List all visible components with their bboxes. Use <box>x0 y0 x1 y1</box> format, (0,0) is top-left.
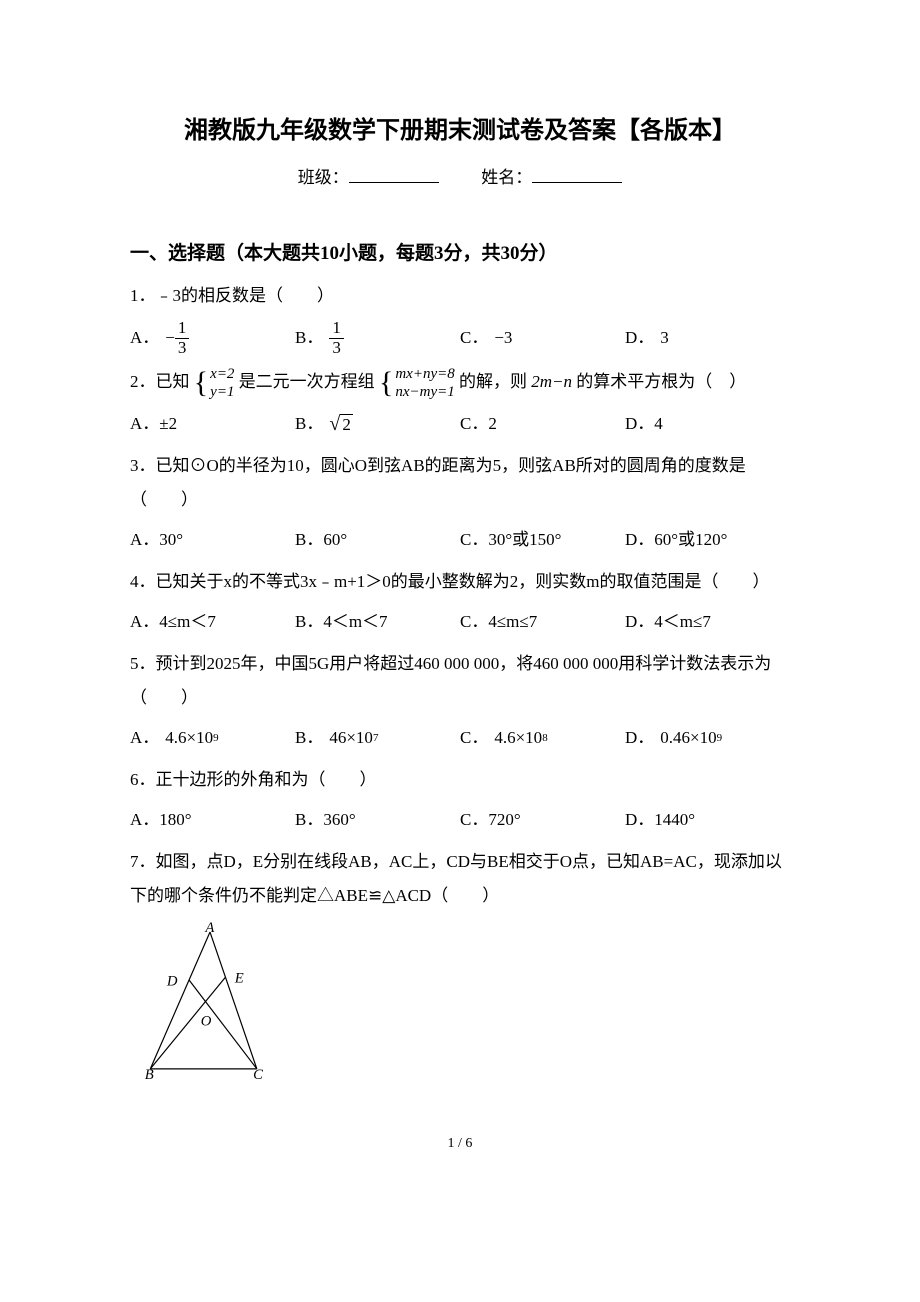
q1-b-label: B． <box>295 321 323 355</box>
q6-opt-b: B．360° <box>295 803 460 837</box>
q5-stem: 5．预计到2025年，中国5G用户将超过460 000 000，将460 000… <box>130 647 790 715</box>
q2-sys2: { mx+ny=8nx−my=1 <box>379 365 455 401</box>
q1-a-label: A． <box>130 321 159 355</box>
q4-opt-d: D．4＜m≤7 <box>625 605 790 639</box>
q1-options: A． −13 B． 13 C． −3 D． 3 <box>130 319 790 357</box>
q2-d: 的算术平方根为（ ） <box>576 372 746 391</box>
q5-opt-a: A． 4.6×109 <box>130 721 295 755</box>
q4-stem: 4．已知关于x的不等式3x﹣m+1＞0的最小整数解为2，则实数m的取值范围是（ … <box>130 565 790 599</box>
section-1-title: 一、选择题（本大题共10小题，每题3分，共30分） <box>130 238 790 265</box>
page-number: 1 / 6 <box>130 1136 790 1152</box>
q2-sys1-l2: y=1 <box>210 384 234 400</box>
q3-opt-c: C．30°或150° <box>460 523 625 557</box>
q4-opt-a: A．4≤m＜7 <box>130 605 295 639</box>
q1-opt-d: D． 3 <box>625 319 790 357</box>
q5-a-exp: 9 <box>213 727 219 749</box>
svg-text:C: C <box>253 1067 263 1083</box>
q5-opt-b: B． 46×107 <box>295 721 460 755</box>
q2-options: A．±2 B． √2 C．2 D．4 <box>130 407 790 441</box>
q2-sys1-l1: x=2 <box>210 366 234 382</box>
q5-c-base: 4.6×10 <box>494 721 542 755</box>
q1-c-val: −3 <box>494 321 512 355</box>
q4-opt-c: C．4≤m≤7 <box>460 605 625 639</box>
q3-stem: 3．已知⊙O的半径为10，圆心O到弦AB的距离为5，则弦AB所对的圆周角的度数是… <box>130 449 790 517</box>
q5-d-label: D． <box>625 721 654 755</box>
q6-stem: 6．正十边形的外角和为（ ） <box>130 763 790 797</box>
q5-options: A． 4.6×109 B． 46×107 C． 4.6×108 D． 0.46×… <box>130 721 790 755</box>
q6-opt-a: A．180° <box>130 803 295 837</box>
page-title: 湘教版九年级数学下册期末测试卷及答案【各版本】 <box>130 110 790 145</box>
class-blank <box>349 166 439 183</box>
header-line: 班级： 姓名： <box>130 163 790 188</box>
svg-text:E: E <box>234 971 244 987</box>
q5-d-base: 0.46×10 <box>660 721 716 755</box>
q2-expr: 2m−n <box>531 372 572 391</box>
q1-b-num: 1 <box>329 319 344 339</box>
svg-text:A: A <box>204 921 215 936</box>
q1-stem: 1．﹣3的相反数是（ ） <box>130 279 790 313</box>
q4-opt-b: B．4＜m＜7 <box>295 605 460 639</box>
q6-options: A．180° B．360° C．720° D．1440° <box>130 803 790 837</box>
svg-text:D: D <box>166 974 178 990</box>
q3-opt-d: D．60°或120° <box>625 523 790 557</box>
q2-opt-b: B． √2 <box>295 407 460 441</box>
q2-sys2-l1: mx+ny=8 <box>395 366 454 382</box>
q4-options: A．4≤m＜7 B．4＜m＜7 C．4≤m≤7 D．4＜m≤7 <box>130 605 790 639</box>
name-blank <box>532 166 622 183</box>
q2-sqrt-arg: 2 <box>340 414 353 435</box>
svg-text:B: B <box>145 1067 154 1083</box>
q2-sys1: { x=2y=1 <box>194 365 235 401</box>
q5-d-exp: 9 <box>717 727 723 749</box>
q5-a-label: A． <box>130 721 159 755</box>
q7-stem: 7．如图，点D，E分别在线段AB，AC上，CD与BE相交于O点，已知AB=AC，… <box>130 845 790 913</box>
q7-svg: A D E O B C <box>140 921 280 1101</box>
q5-b-label: B． <box>295 721 323 755</box>
q1-a-num: 1 <box>175 319 190 339</box>
svg-text:O: O <box>201 1014 212 1030</box>
name-label: 姓名： <box>481 168 532 187</box>
q2-stem: 2．已知 { x=2y=1 是二元一次方程组 { mx+ny=8nx−my=1 … <box>130 365 790 401</box>
q2-opt-d: D．4 <box>625 407 790 441</box>
q2-b: 是二元一次方程组 <box>239 372 375 391</box>
q5-opt-c: C． 4.6×108 <box>460 721 625 755</box>
q5-b-exp: 7 <box>373 727 379 749</box>
class-label: 班级： <box>298 168 349 187</box>
q2-opt-a: A．±2 <box>130 407 295 441</box>
q5-c-exp: 8 <box>542 727 548 749</box>
q1-d-val: 3 <box>660 321 669 355</box>
q2-sys2-l2: nx−my=1 <box>395 384 454 400</box>
q2-b-label: B． <box>295 407 323 441</box>
q5-c-label: C． <box>460 721 488 755</box>
q3-opt-b: B．60° <box>295 523 460 557</box>
q2-opt-c: C．2 <box>460 407 625 441</box>
q1-a-den: 3 <box>175 339 190 358</box>
q3-options: A．30° B．60° C．30°或150° D．60°或120° <box>130 523 790 557</box>
q5-a-base: 4.6×10 <box>165 721 213 755</box>
q7-diagram: A D E O B C <box>140 921 790 1106</box>
q5-b-base: 46×10 <box>329 721 373 755</box>
q2-c: 的解，则 <box>459 372 527 391</box>
q6-opt-d: D．1440° <box>625 803 790 837</box>
q6-opt-c: C．720° <box>460 803 625 837</box>
q5-opt-d: D． 0.46×109 <box>625 721 790 755</box>
q1-b-den: 3 <box>329 339 344 358</box>
q1-opt-b: B． 13 <box>295 319 460 357</box>
q1-d-label: D． <box>625 321 654 355</box>
q1-opt-c: C． −3 <box>460 319 625 357</box>
q3-opt-a: A．30° <box>130 523 295 557</box>
q1-opt-a: A． −13 <box>130 319 295 357</box>
q1-c-label: C． <box>460 321 488 355</box>
q2-a: 2．已知 <box>130 372 190 391</box>
